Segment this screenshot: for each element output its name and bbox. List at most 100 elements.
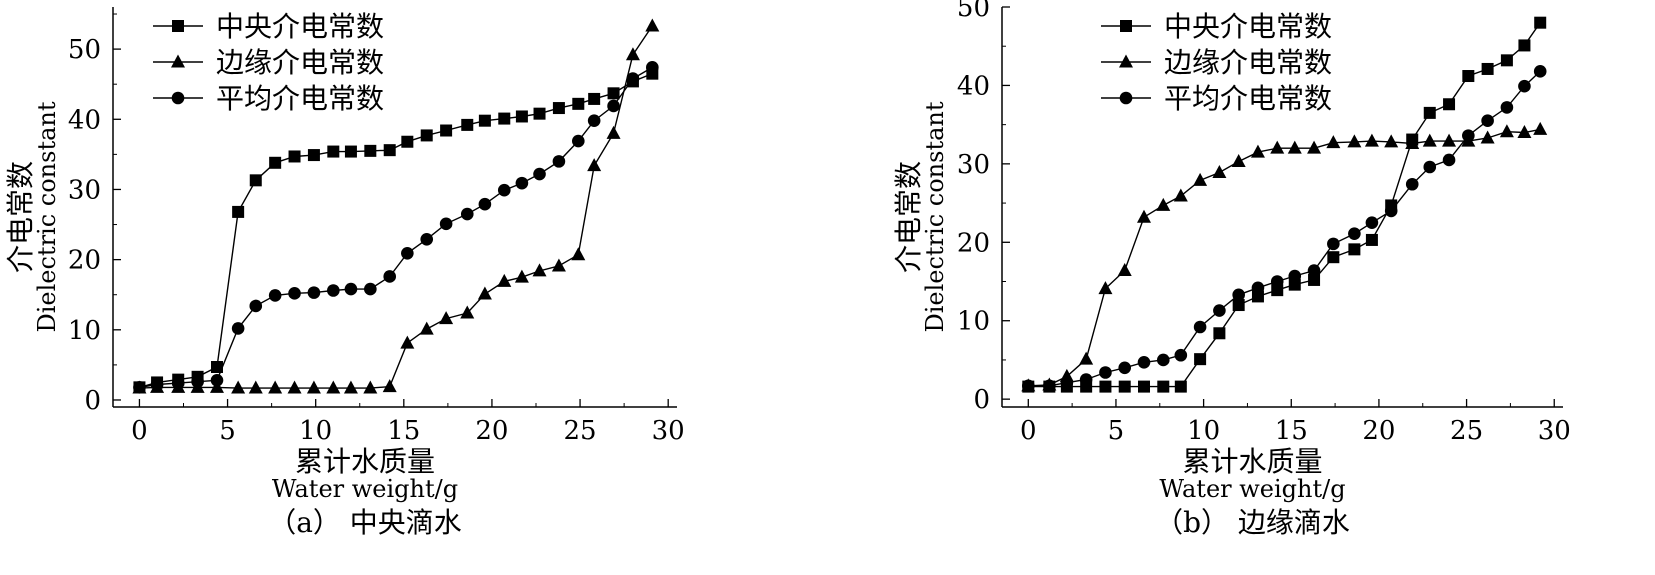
x-tick-label: 10 <box>299 416 332 446</box>
data-point <box>478 114 491 127</box>
data-point <box>1442 133 1457 147</box>
data-point <box>1118 361 1132 375</box>
data-point <box>1423 106 1436 119</box>
data-point <box>363 380 378 394</box>
data-point <box>1326 135 1341 149</box>
data-point <box>497 183 511 197</box>
x-axis-label-cn: 累计水质量 <box>1182 445 1322 478</box>
data-point <box>288 287 301 300</box>
y-tick-label: 10 <box>957 307 990 337</box>
data-point <box>440 124 453 137</box>
data-point <box>400 335 415 349</box>
data-point <box>150 378 164 391</box>
data-point <box>343 380 358 394</box>
data-point <box>171 376 185 390</box>
data-point <box>1384 204 1398 218</box>
data-point <box>515 110 528 123</box>
data-point <box>248 380 263 394</box>
chart-caption: （b） 边缘滴水 <box>1155 506 1350 539</box>
data-point <box>552 102 565 115</box>
y-tick-label: 20 <box>68 246 101 276</box>
data-point <box>587 158 602 172</box>
data-point <box>1287 140 1302 154</box>
legend-marker <box>1119 91 1133 105</box>
x-tick-label: 5 <box>219 416 236 446</box>
data-point <box>1270 275 1284 288</box>
data-point <box>1288 278 1301 291</box>
data-point <box>477 286 492 300</box>
data-point <box>461 118 474 131</box>
data-point <box>625 47 640 61</box>
legend-label: 边缘介电常数 <box>216 46 384 79</box>
series-line <box>139 73 653 389</box>
data-point <box>1308 273 1321 286</box>
data-point <box>1533 65 1547 78</box>
data-point <box>1288 269 1302 283</box>
data-point <box>1534 16 1547 29</box>
data-point <box>249 174 262 187</box>
x-tick-label: 20 <box>1362 416 1395 446</box>
data-point <box>515 176 529 190</box>
legend-label: 平均介电常数 <box>216 82 384 115</box>
data-point <box>514 269 529 283</box>
data-point <box>497 273 512 287</box>
data-point <box>268 380 283 394</box>
data-point <box>1137 355 1151 369</box>
y-tick-label: 30 <box>957 150 990 180</box>
data-point <box>572 97 585 110</box>
data-point <box>1193 320 1207 334</box>
data-point <box>1533 121 1548 135</box>
data-point <box>1271 284 1284 297</box>
y-tick-label: 0 <box>973 385 990 415</box>
data-point <box>1157 380 1170 393</box>
data-point <box>383 144 396 157</box>
data-point <box>1250 144 1265 158</box>
data-point <box>1212 164 1227 178</box>
data-point <box>1232 288 1245 302</box>
data-point <box>232 205 245 218</box>
data-point <box>1364 133 1379 147</box>
data-point <box>1156 353 1170 367</box>
data-point <box>1405 135 1420 149</box>
data-point <box>327 145 340 158</box>
data-point <box>1138 380 1151 393</box>
data-point <box>401 247 414 260</box>
x-axis-label-en: Water weight/g <box>272 475 458 503</box>
x-tick-label: 30 <box>1538 416 1571 446</box>
data-point <box>191 375 204 389</box>
y-axis-label-en: Dielectric constant <box>33 101 61 332</box>
x-tick-label: 30 <box>652 416 685 446</box>
data-point <box>1231 154 1246 168</box>
data-point <box>1079 351 1094 365</box>
data-point <box>1518 79 1531 93</box>
data-point <box>420 129 433 142</box>
data-point <box>307 286 321 299</box>
data-point <box>287 380 302 394</box>
data-point <box>1327 237 1340 251</box>
data-point <box>460 207 474 221</box>
data-point <box>1232 299 1245 312</box>
data-point <box>606 125 621 139</box>
y-tick-label: 0 <box>84 386 101 416</box>
data-point <box>1481 114 1494 128</box>
legend-marker <box>172 20 184 32</box>
legend-marker <box>171 91 185 105</box>
data-point <box>249 299 263 313</box>
data-point <box>268 289 282 302</box>
data-point <box>571 247 586 261</box>
data-point <box>607 99 620 113</box>
data-point <box>364 144 377 157</box>
x-tick-label: 0 <box>1020 416 1037 446</box>
data-point <box>1348 227 1361 240</box>
x-tick-label: 20 <box>475 416 508 446</box>
legend-marker <box>1120 20 1132 32</box>
data-point <box>231 380 246 394</box>
series-line <box>1028 22 1541 388</box>
plot-area: 0 5 10 15 20 25 30 0 10 20 30 40 50 中央介电常数边缘介电常数平均介电常… <box>68 7 685 446</box>
data-point <box>1307 140 1322 154</box>
legend-label: 平均介电常数 <box>1164 82 1332 115</box>
y-axis-label-cn: 介电常数 <box>892 161 925 273</box>
legend-label: 边缘介电常数 <box>1164 46 1332 79</box>
